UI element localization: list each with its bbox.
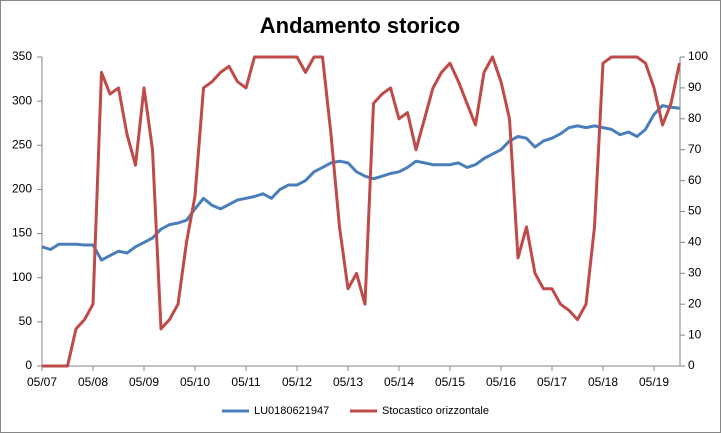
y2-tick-label: 40 — [688, 235, 702, 249]
y2-tick-label: 30 — [688, 265, 702, 279]
y2-tick-label: 50 — [688, 204, 702, 218]
x-tick-label: 05/12 — [282, 375, 312, 389]
x-tick-label: 05/19 — [639, 375, 669, 389]
y2-tick-label: 80 — [688, 111, 702, 125]
x-tick-label: 05/07 — [27, 375, 57, 389]
x-tick-label: 05/18 — [588, 375, 618, 389]
x-tick-label: 05/08 — [78, 375, 108, 389]
legend-label: Stocastico orizzontale — [382, 405, 489, 417]
y2-tick-label: 0 — [688, 358, 695, 372]
y2-tick-label: 90 — [688, 80, 702, 94]
y-tick-label: 200 — [12, 182, 32, 196]
y-tick-label: 0 — [25, 358, 32, 372]
y2-tick-label: 20 — [688, 296, 702, 310]
x-tick-label: 05/17 — [537, 375, 567, 389]
y-tick-label: 50 — [19, 314, 33, 328]
chart-title: Andamento storico — [260, 13, 460, 38]
x-tick-label: 05/14 — [384, 375, 414, 389]
y-tick-label: 300 — [12, 93, 32, 107]
y2-tick-label: 60 — [688, 173, 702, 187]
series-line — [41, 104, 680, 262]
y-tick-label: 100 — [12, 270, 32, 284]
x-tick-label: 05/09 — [129, 375, 159, 389]
series-line — [42, 55, 681, 368]
x-tick-label: 05/10 — [180, 375, 210, 389]
legend-label: LU0180621947 — [254, 405, 329, 417]
y-tick-label: 350 — [12, 49, 32, 63]
x-tick-label: 05/16 — [486, 375, 516, 389]
y2-tick-label: 10 — [688, 327, 702, 341]
y2-tick-label: 100 — [688, 49, 708, 63]
x-tick-label: 05/13 — [333, 375, 363, 389]
y-tick-label: 250 — [12, 137, 32, 151]
y2-tick-label: 70 — [688, 142, 702, 156]
y-tick-label: 150 — [12, 226, 32, 240]
x-tick-label: 05/15 — [435, 375, 465, 389]
x-tick-label: 05/11 — [231, 375, 260, 389]
